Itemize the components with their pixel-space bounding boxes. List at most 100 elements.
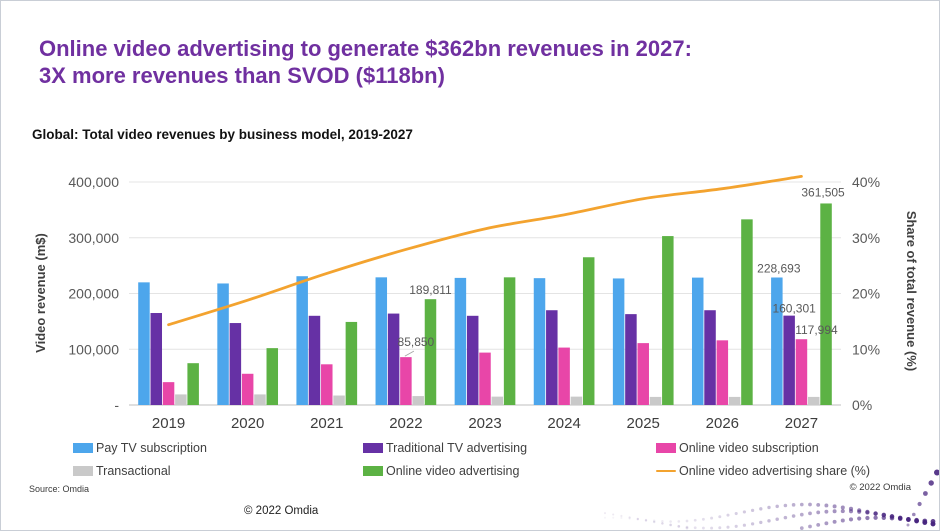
bar <box>728 396 741 405</box>
right-axis-tick: 0% <box>852 397 872 413</box>
decoration-dot <box>726 513 730 517</box>
decoration-dot <box>897 516 903 522</box>
decoration-dot <box>873 515 878 520</box>
bar <box>266 348 279 405</box>
left-axis-title: Video revenue (m$) <box>33 233 48 353</box>
right-axis-tick: 10% <box>852 341 880 357</box>
legend-label: Traditional TV advertising <box>386 441 528 455</box>
decoration-dot <box>620 514 623 517</box>
decoration-dot <box>628 516 631 519</box>
decoration-dot <box>644 519 648 522</box>
decoration-dot <box>726 525 730 529</box>
decoration-dot <box>661 520 664 523</box>
bar <box>558 347 570 405</box>
bar <box>662 236 674 405</box>
decoration-dot <box>816 510 821 515</box>
x-axis-label: 2020 <box>231 415 264 432</box>
right-axis-title: Share of total revenue (%) <box>904 211 919 371</box>
decoration-dot <box>742 523 746 527</box>
decoration-dot <box>799 512 804 517</box>
bar <box>412 396 424 405</box>
bar <box>546 310 558 405</box>
decoration-dot <box>612 513 615 516</box>
copyright-center: © 2022 Omdia <box>244 505 319 517</box>
bar <box>820 203 832 405</box>
decoration-dot <box>832 519 837 524</box>
decoration-dot <box>775 517 779 521</box>
left-axis-tick: - <box>114 397 119 413</box>
decoration-dot <box>912 512 916 517</box>
left-axis-tick: 100,000 <box>68 341 119 357</box>
decoration-dot <box>669 523 672 527</box>
right-axis-tick: 40% <box>852 174 880 190</box>
bar <box>612 278 625 405</box>
bar <box>254 394 266 405</box>
bar <box>704 310 716 405</box>
decoration-dot <box>685 526 689 530</box>
left-axis-tick: 400,000 <box>68 174 119 190</box>
decoration-dot <box>636 518 639 521</box>
bar-series-3 <box>175 394 820 405</box>
x-axis-label: 2021 <box>310 415 343 432</box>
decoration-dot <box>816 502 821 507</box>
bar <box>187 363 199 405</box>
legend-label: Transactional <box>96 464 171 478</box>
left-axis-ticks: - 100,000 200,000 300,000 400,000 <box>68 174 119 413</box>
bar-series-1 <box>150 310 795 405</box>
bar <box>217 283 229 405</box>
bar <box>716 340 729 405</box>
bar <box>333 395 345 405</box>
decoration-dot <box>832 509 837 514</box>
decoration-dot <box>791 503 796 507</box>
decoration-dot <box>928 480 934 486</box>
bar <box>691 277 704 405</box>
data-label: 85,850 <box>398 335 435 349</box>
bar <box>387 313 400 405</box>
bar <box>454 277 467 405</box>
decoration-dot <box>644 518 648 522</box>
decoration-dot <box>693 526 697 530</box>
x-axis-label: 2027 <box>785 415 818 432</box>
decoration-dot <box>693 518 697 522</box>
decoration-dot <box>677 524 681 528</box>
legend-item-3: Transactional <box>73 464 171 478</box>
bar <box>345 321 358 405</box>
x-axis-label: 2025 <box>627 415 660 432</box>
decoration-dot <box>734 524 738 528</box>
legend-item-0: Pay TV subscription <box>73 441 207 455</box>
legend-color-swatch <box>363 466 383 476</box>
bar <box>570 396 583 405</box>
legend-item-2: Online video subscription <box>656 441 819 455</box>
decoration-dot <box>710 526 714 530</box>
bar-series-4 <box>187 203 832 405</box>
data-label: 228,693 <box>757 262 801 276</box>
bar <box>241 373 254 405</box>
x-axis-label: 2023 <box>468 415 501 432</box>
decoration-dot <box>628 517 631 520</box>
bar <box>150 313 163 405</box>
bar <box>138 282 150 405</box>
page-title-line1: Online video advertising to generate $36… <box>39 36 692 61</box>
decoration-dot <box>906 523 910 527</box>
legend-label: Online video advertising share (%) <box>679 464 871 478</box>
bar <box>783 315 795 405</box>
decoration-dot <box>906 517 911 523</box>
decoration-dot <box>604 512 606 514</box>
bar <box>375 277 388 405</box>
bar <box>503 277 516 405</box>
decoration-dot <box>816 522 821 527</box>
data-label: 189,811 <box>409 283 452 297</box>
x-axis-labels: 2019 2020 2021 2022 2023 2024 2025 2026 2027 <box>152 415 818 432</box>
decoration-dot <box>832 504 837 509</box>
legend-color-swatch <box>73 466 93 476</box>
page-title: Online video advertising to generate $36… <box>39 35 879 89</box>
legend-label: Online video advertising <box>386 464 520 478</box>
decoration-dot <box>750 522 755 526</box>
decoration-dot <box>824 509 829 514</box>
decoration-dot <box>604 512 606 515</box>
x-axis-label: 2019 <box>152 415 185 432</box>
legend-item-4: Online video advertising <box>363 464 519 478</box>
bar <box>582 257 595 405</box>
